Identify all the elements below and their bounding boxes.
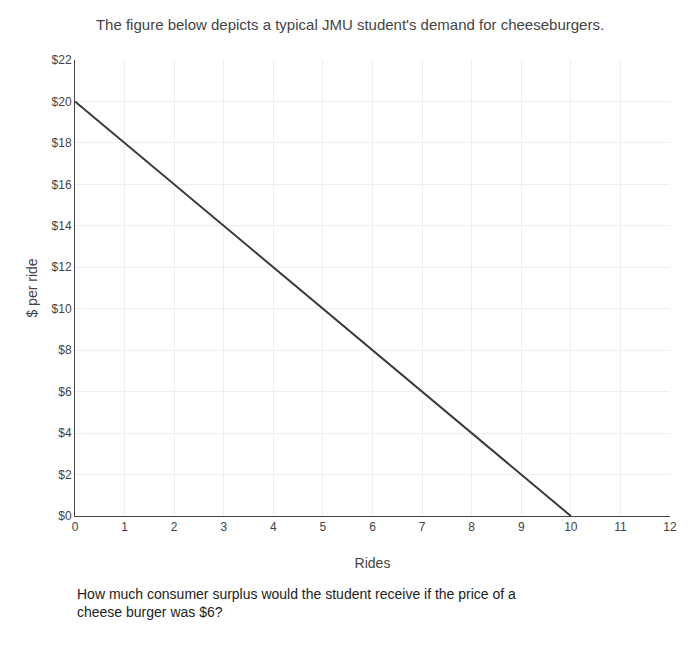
svg-text:10: 10	[564, 520, 578, 534]
svg-text:$0: $0	[58, 509, 72, 523]
svg-text:0: 0	[72, 520, 79, 534]
svg-text:5: 5	[320, 520, 327, 534]
svg-text:$6: $6	[58, 385, 72, 399]
svg-text:$10: $10	[52, 302, 72, 316]
svg-text:9: 9	[518, 520, 525, 534]
svg-text:6: 6	[369, 520, 376, 534]
svg-text:4: 4	[270, 520, 277, 534]
svg-text:1: 1	[121, 520, 128, 534]
svg-text:2: 2	[171, 520, 178, 534]
svg-text:7: 7	[419, 520, 426, 534]
svg-text:$4: $4	[58, 426, 72, 440]
svg-text:The figure below depicts a typ: The figure below depicts a typical JMU s…	[96, 16, 604, 33]
svg-text:$16: $16	[52, 178, 72, 192]
svg-text:8: 8	[468, 520, 475, 534]
svg-text:$18: $18	[52, 136, 72, 150]
svg-text:Rides: Rides	[355, 555, 391, 571]
svg-text:11: 11	[614, 520, 627, 534]
svg-text:$20: $20	[52, 95, 72, 109]
svg-text:$22: $22	[52, 53, 72, 67]
svg-text:3: 3	[220, 520, 227, 534]
svg-text:$2: $2	[58, 468, 72, 482]
svg-text:$14: $14	[52, 219, 72, 233]
svg-text:12: 12	[663, 520, 677, 534]
svg-text:$8: $8	[58, 343, 72, 357]
svg-text:$12: $12	[52, 260, 72, 274]
svg-text:How much consumer surplus woul: How much consumer surplus would the stud…	[77, 586, 516, 620]
svg-text:$ per ride: $ per ride	[24, 258, 40, 317]
